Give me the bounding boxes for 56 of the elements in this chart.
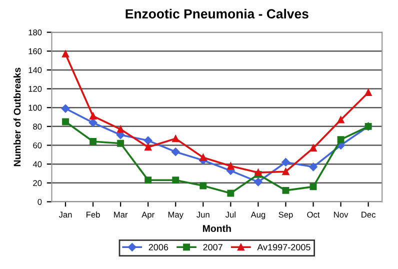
y-tick-label: 180 (28, 29, 42, 36)
x-tick-label: May (168, 212, 184, 220)
point (172, 176, 180, 184)
x-tick-label: Aug (250, 212, 266, 220)
point (144, 144, 152, 151)
y-tick-label: 120 (28, 86, 42, 92)
point (117, 126, 124, 133)
y-tick-label: 80 (33, 124, 42, 130)
point (337, 116, 344, 124)
x-tick-label: Sep (278, 212, 293, 220)
point (309, 162, 318, 172)
x-tick-label: Mar (114, 212, 128, 218)
y-tick-label: 20 (33, 180, 42, 186)
point (90, 138, 97, 145)
point (172, 135, 180, 142)
y-axis-title: Number of Outbreaks (13, 68, 21, 166)
point (62, 50, 69, 58)
point (282, 158, 290, 166)
y-tick-label: 40 (32, 161, 42, 168)
point (254, 178, 262, 186)
y-tick-label: 100 (28, 104, 42, 111)
point (282, 168, 290, 176)
point (227, 190, 234, 197)
point (90, 112, 97, 120)
legend-label: 2007 (203, 244, 222, 250)
legend-label: Av1997-2005 (257, 244, 310, 250)
point (310, 144, 317, 152)
point (61, 104, 70, 113)
point (200, 154, 207, 161)
point (310, 183, 317, 190)
x-tick-label: Feb (86, 211, 100, 218)
legend-label: 2006 (148, 244, 168, 250)
point (227, 162, 234, 170)
x-tick-label: Oct (307, 212, 320, 218)
point (117, 140, 124, 147)
point (171, 148, 180, 156)
y-tick-label: 60 (33, 142, 42, 148)
x-axis-title: Month (202, 224, 231, 232)
point (62, 118, 69, 126)
point (144, 136, 152, 145)
point (337, 136, 344, 144)
x-tick-label: Dec (362, 212, 376, 218)
y-tick-label: 0 (38, 198, 42, 205)
y-tick-label: 160 (28, 48, 42, 54)
x-tick-label: Jul (225, 211, 236, 218)
point (282, 186, 290, 194)
x-tick-label: Jun (196, 212, 210, 218)
point (88, 118, 98, 127)
chart-title: Enzootic Pneumonia - Calves (126, 8, 308, 19)
x-tick-label: Jan (58, 212, 72, 218)
point (200, 182, 207, 190)
point (144, 176, 152, 184)
point (364, 89, 372, 96)
x-tick-label: Apr (142, 212, 154, 220)
x-tick-label: Nov (334, 212, 348, 218)
y-tick-label: 140 (28, 67, 42, 74)
